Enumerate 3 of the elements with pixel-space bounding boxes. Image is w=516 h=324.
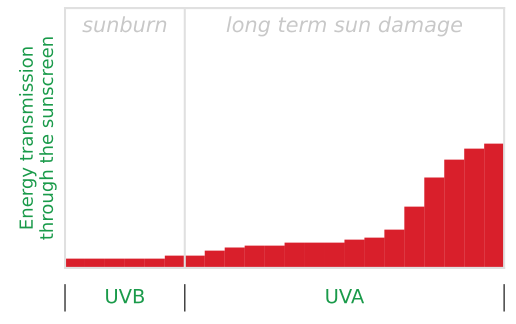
text: UVB bbox=[106, 289, 144, 304]
text: UVA bbox=[326, 289, 364, 304]
y-axis-title: Energy transmission through the sunscreen bbox=[18, 37, 57, 240]
